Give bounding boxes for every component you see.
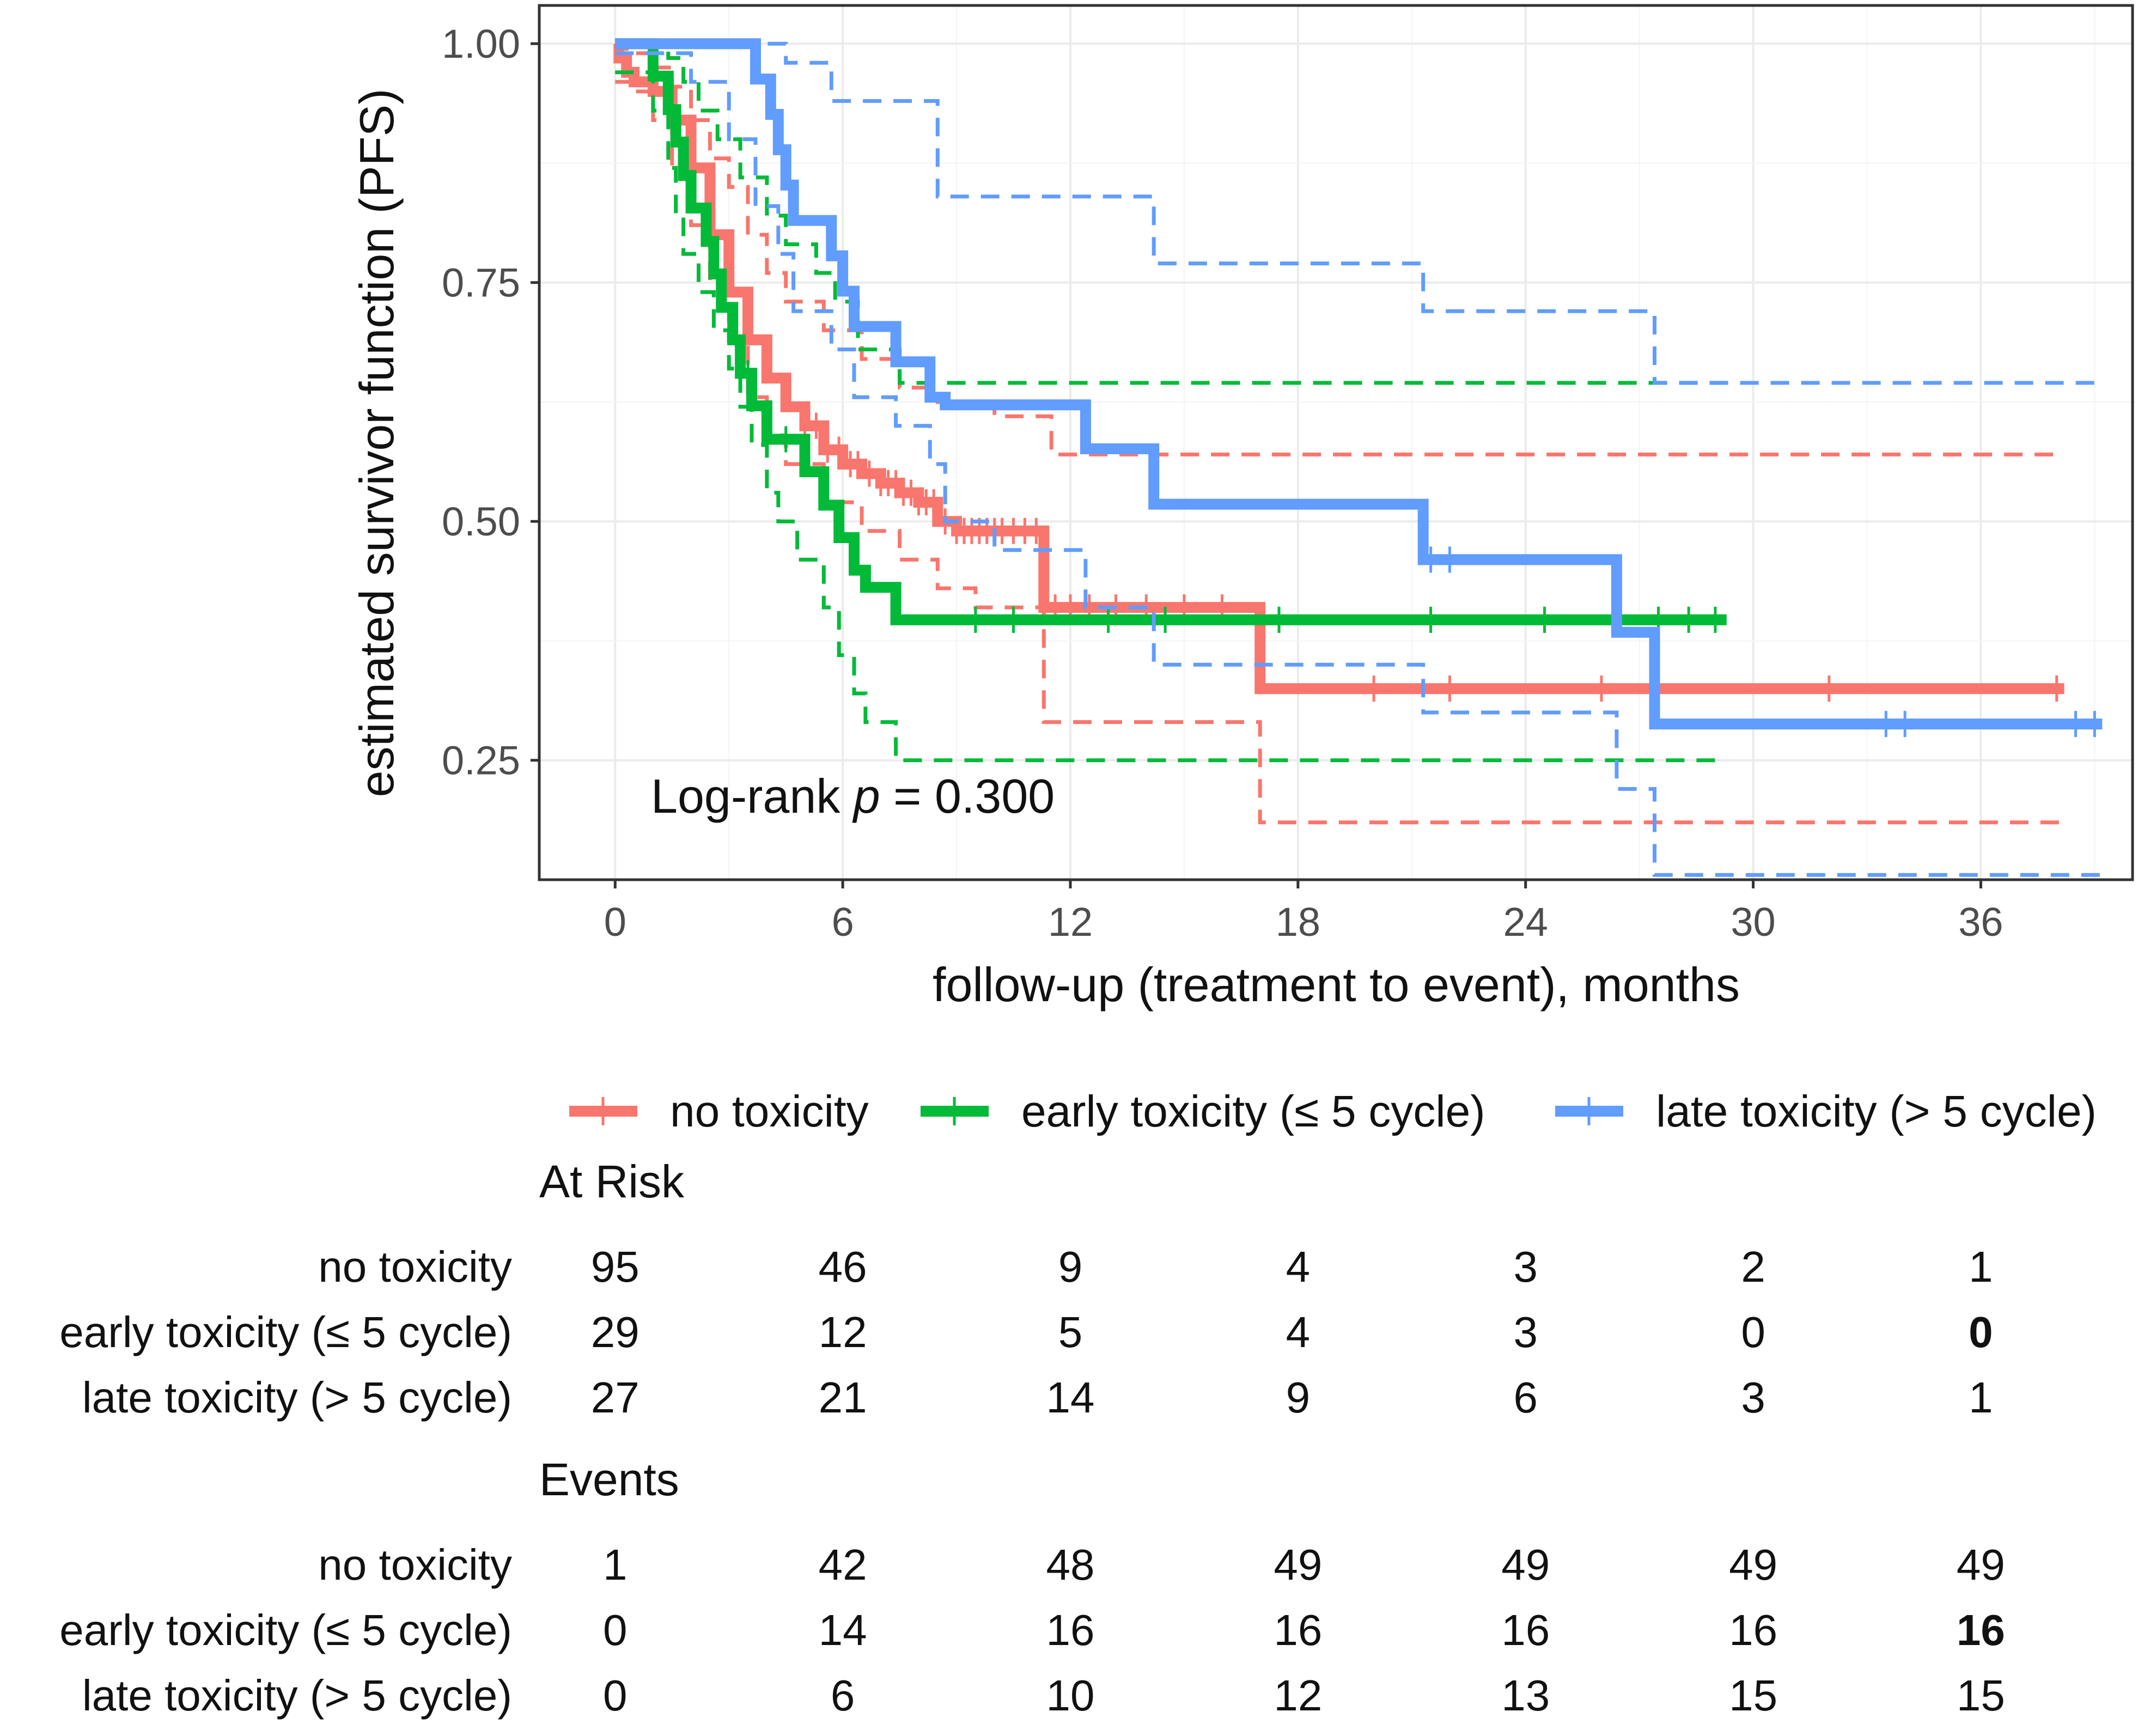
y-tick-label: 0.25 [442, 738, 520, 783]
table-cell: 49 [1274, 1540, 1322, 1589]
table-row-label: late toxicity (> 5 cycle) [82, 1373, 512, 1422]
table-cell: 1 [1969, 1242, 1993, 1291]
y-tick-label: 1.00 [442, 21, 520, 66]
legend-label: no toxicity [670, 1087, 869, 1136]
table-cell: 14 [819, 1606, 867, 1654]
series-2 [615, 38, 2103, 877]
table-row-label: late toxicity (> 5 cycle) [82, 1671, 512, 1720]
table-cell: 3 [1513, 1308, 1538, 1356]
table-cell: 6 [831, 1671, 855, 1720]
table-cell: 49 [1729, 1540, 1777, 1589]
series-1 [615, 38, 1727, 763]
x-tick-label: 30 [1731, 899, 1775, 945]
table-cell: 14 [1046, 1373, 1095, 1422]
table-cell: 16 [1501, 1606, 1550, 1654]
table-row-label: early toxicity (≤ 5 cycle) [59, 1308, 512, 1356]
legend-label: late toxicity (> 5 cycle) [1656, 1087, 2097, 1136]
y-axis-title: estimated survivor function (PFS) [350, 89, 404, 797]
x-tick-label: 18 [1276, 899, 1320, 945]
table-cell: 0 [603, 1671, 628, 1720]
plot-panel-border [538, 4, 2134, 881]
survival-curve [615, 38, 2103, 730]
table-cell: 0 [603, 1606, 628, 1654]
x-axis-title: follow-up (treatment to event), months [933, 958, 1740, 1012]
ci-lower-line [615, 51, 2103, 877]
table-cell: 4 [1286, 1242, 1311, 1291]
table-cell: 49 [1957, 1540, 2005, 1589]
table-cell: 16 [1957, 1606, 2005, 1654]
legend: no toxicity early toxicity (≤ 5 cycle) lat… [569, 1087, 2097, 1136]
y-tick-label: 0.50 [442, 499, 520, 544]
table-cell: 1 [1969, 1373, 1993, 1422]
table-cell: 3 [1741, 1373, 1765, 1422]
table-cell: 46 [819, 1242, 867, 1291]
table-cell: 0 [1969, 1308, 1993, 1356]
table-row-label: no toxicity [318, 1540, 512, 1589]
ci-lower-line [615, 70, 1727, 763]
table-cell: 10 [1046, 1671, 1095, 1720]
table-cell: 12 [819, 1308, 867, 1356]
legend-label: early toxicity (≤ 5 cycle) [1021, 1087, 1485, 1136]
y-tick-label: 0.75 [442, 260, 520, 306]
table-row-label: early toxicity (≤ 5 cycle) [59, 1606, 512, 1654]
table-cell: 12 [1274, 1671, 1322, 1720]
table-cell: 4 [1286, 1308, 1311, 1356]
survival-curve [615, 38, 1727, 625]
table-row-label: no toxicity [318, 1242, 512, 1291]
x-tick-label: 36 [1958, 899, 2003, 945]
curves [613, 38, 2103, 877]
x-tick-label: 6 [832, 899, 854, 945]
table-cell: 3 [1513, 1242, 1538, 1291]
table-cell: 0 [1741, 1308, 1765, 1356]
events-title: Events [539, 1454, 679, 1505]
table-cell: 27 [591, 1373, 639, 1422]
table-cell: 6 [1513, 1373, 1538, 1422]
x-tick-label: 24 [1503, 899, 1548, 945]
table-cell: 5 [1058, 1308, 1083, 1356]
table-cell: 42 [819, 1540, 867, 1589]
log-rank-annotation: Log-rank p = 0.300 [651, 769, 1055, 823]
table-cell: 21 [819, 1373, 867, 1422]
table-cell: 48 [1046, 1540, 1095, 1589]
table-cell: 16 [1046, 1606, 1095, 1654]
table-cell: 95 [591, 1242, 639, 1291]
ci-upper-line [615, 41, 1727, 385]
table-cell: 9 [1058, 1242, 1083, 1291]
ci-upper-line [615, 41, 2103, 385]
table-cell: 29 [591, 1308, 639, 1356]
table-cell: 15 [1729, 1671, 1777, 1720]
table-cell: 15 [1957, 1671, 2005, 1720]
x-tick-label: 12 [1048, 899, 1093, 945]
table-cell: 16 [1274, 1606, 1322, 1654]
axes: 0 6 12 18 24 30 36 0.25 0.50 0.75 1.00 [442, 21, 2003, 945]
survival-curve [613, 38, 2064, 695]
table-cell: 49 [1501, 1540, 1550, 1589]
table-cell: 16 [1729, 1606, 1777, 1654]
table-cell: 9 [1286, 1373, 1311, 1422]
table-cell: 13 [1501, 1671, 1550, 1720]
x-tick-label: 0 [604, 899, 626, 945]
at-risk-title: At Risk [539, 1156, 685, 1207]
table-cell: 1 [603, 1540, 628, 1589]
table-cell: 2 [1741, 1242, 1765, 1291]
